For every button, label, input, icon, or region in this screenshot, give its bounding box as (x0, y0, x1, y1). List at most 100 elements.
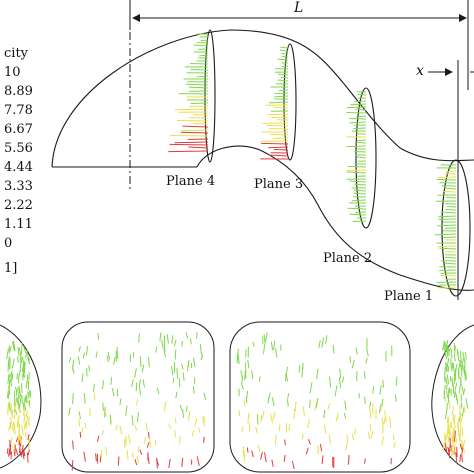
panel-vector (182, 409, 184, 418)
velocity-vector (349, 213, 367, 216)
panel-vector (171, 335, 174, 344)
velocity-vector (436, 178, 457, 181)
velocity-vector (347, 165, 367, 168)
panel-vector (85, 346, 89, 356)
velocity-vector (186, 83, 209, 86)
panel-vector (451, 362, 454, 369)
velocity-vector (446, 170, 457, 173)
panel-vector (26, 353, 30, 362)
dimension-x (428, 60, 474, 300)
panel-vector (247, 359, 250, 369)
velocity-vector (446, 205, 457, 208)
panel-vector (319, 443, 323, 452)
panel-vector (451, 377, 454, 387)
panel-vector (452, 427, 456, 438)
panel-vector (203, 436, 205, 443)
panel-vector (21, 342, 23, 354)
panel-vector (258, 376, 261, 382)
panel-vector (21, 356, 25, 365)
panel-vector (18, 439, 21, 446)
velocity-vector (351, 199, 367, 202)
panel-vector (17, 407, 21, 414)
panel-vector (102, 402, 104, 411)
panel-vector (446, 390, 449, 398)
panel-vector (447, 424, 450, 435)
panel-vector (257, 444, 261, 452)
panel-vector (95, 453, 97, 462)
legend-value: 0 (4, 236, 13, 251)
velocity-vector (440, 274, 457, 277)
panel-vector (446, 357, 450, 367)
panel-vector (117, 456, 120, 466)
velocity-vector (174, 141, 209, 144)
panel-vector (8, 358, 11, 370)
panel-vector (288, 423, 291, 431)
velocity-vector (435, 233, 457, 236)
panel-vector (181, 457, 184, 467)
velocity-vector (355, 141, 367, 144)
velocity-vector (346, 145, 367, 148)
velocity-vector (357, 93, 367, 96)
panel-vector (13, 398, 16, 407)
panel-vector (368, 432, 371, 440)
panel-vector (181, 363, 184, 370)
velocity-vector (354, 150, 367, 153)
panel-vector (464, 371, 466, 382)
velocity-vector (268, 154, 289, 157)
plane-1-label: Plane 1 (384, 289, 434, 304)
panel-vector (13, 400, 17, 411)
panel-vector (347, 455, 350, 465)
panel-vector (24, 432, 27, 440)
panel-vector (263, 334, 266, 345)
panel-vector (143, 436, 147, 443)
panel-vector (459, 412, 462, 418)
legend-value: 6.67 (4, 122, 33, 137)
panel-vector (72, 440, 74, 450)
panel-vector (321, 455, 324, 465)
velocity-vector (355, 211, 367, 214)
panel-vector (444, 435, 447, 443)
panel-vector (18, 397, 22, 409)
panel-vector (174, 417, 177, 424)
panel-vector (137, 446, 140, 452)
velocity-vector (180, 131, 209, 134)
panel-vector (159, 332, 162, 342)
panel-vector (125, 405, 128, 416)
panel-vector (240, 383, 244, 390)
velocity-vector (279, 49, 289, 52)
panel-vector (97, 332, 100, 340)
panel-vector (329, 376, 332, 388)
panel-vector (199, 343, 202, 354)
panel-vector (82, 352, 86, 359)
panel-vector (9, 443, 11, 455)
panel-vector (366, 348, 369, 357)
panel-vector (345, 440, 349, 451)
velocity-vector (347, 171, 367, 174)
velocity-vector (353, 127, 367, 130)
velocity-vector (189, 105, 209, 108)
panel-vector (346, 434, 349, 441)
panel-vector (341, 376, 345, 383)
panel-vector (187, 360, 190, 368)
velocity-vector (354, 183, 367, 186)
panel-vector (132, 452, 134, 459)
panel-vector (17, 395, 20, 405)
panel-vector (93, 393, 96, 401)
panel-vector (25, 379, 28, 389)
panel-vector (115, 424, 118, 431)
panel-vector (131, 379, 134, 387)
panel-vector (461, 446, 464, 455)
velocity-vector (273, 148, 289, 151)
panel-vector (19, 353, 22, 362)
panel-vector (77, 356, 81, 365)
panel-vector (185, 332, 189, 339)
panel-vector (22, 370, 26, 378)
plane-4-label: Plane 4 (166, 174, 216, 189)
panel-vector (23, 422, 26, 430)
panel-vector (448, 347, 451, 357)
panel-vector (305, 447, 309, 455)
panel-vector (163, 344, 166, 352)
panel-vector (25, 419, 28, 428)
panel-vector (185, 405, 188, 413)
panel-vector (461, 454, 463, 463)
